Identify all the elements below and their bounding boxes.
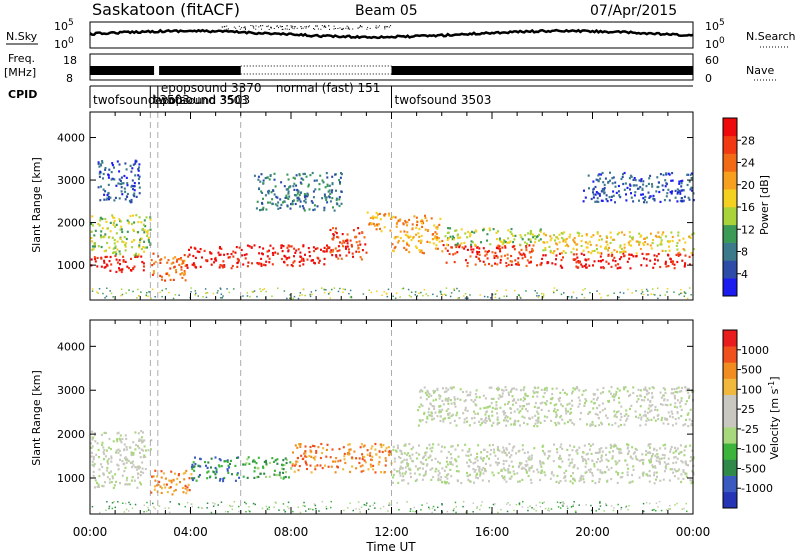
cpid-segment-0: twofsound 3503 — [93, 93, 190, 107]
colorbar-tick: 100 — [741, 383, 762, 396]
station-title: Saskatoon (fitACF) — [92, 0, 240, 19]
power-colorbar: 4 8 12 16 20 24 28 — [722, 117, 755, 297]
date-title: 07/Apr/2015 — [590, 3, 677, 19]
velocity-colorbar: 1000 500 100 25 -25 -100 -500 -1000 — [722, 329, 773, 509]
freq-trace — [90, 65, 693, 75]
cpid-label: CPID — [8, 88, 37, 101]
xtick-label: 04:00 — [173, 525, 208, 539]
power-echoes — [90, 159, 695, 300]
velocity-panel: 1000 2000 3000 4000 Slant Range [km] 1000 50… — [30, 319, 781, 515]
colorbar-tick: 12 — [741, 223, 755, 236]
freq-tick-top: 18 — [63, 54, 77, 67]
colorbar-tick: -25 — [741, 423, 759, 436]
ytick-label: 4000 — [57, 340, 85, 353]
velocity-ylabel: Slant Range [km] — [30, 370, 43, 466]
cpid-segment-3: normal (fast) 151 — [276, 81, 380, 95]
xtick-label: 08:00 — [274, 525, 309, 539]
colorbar-tick: 8 — [741, 246, 748, 259]
freq-label: Freq. — [8, 52, 35, 65]
ytick-label: 3000 — [57, 174, 85, 187]
colorbar-tick: -1000 — [741, 482, 773, 495]
nave-tick-top: 60 — [705, 54, 719, 67]
x-axis-label: Time UT — [365, 540, 416, 554]
colorbar-tick: 500 — [741, 364, 762, 377]
nsearch-tick-top: 105 — [705, 18, 725, 33]
xtick-label: 16:00 — [475, 525, 510, 539]
velocity-echoes — [90, 386, 695, 514]
colorbar-tick: -100 — [741, 443, 766, 456]
colorbar-tick: 25 — [741, 403, 755, 416]
xtick-label: 00:00 — [676, 525, 711, 539]
nsky-tick-bottom: 100 — [54, 36, 74, 51]
nsearch-tick-bottom: 100 — [705, 36, 725, 51]
beam-title: Beam 05 — [355, 3, 418, 19]
power-ylabel: Slant Range [km] — [30, 157, 43, 253]
xtick-label: 20:00 — [575, 525, 610, 539]
ytick-label: 3000 — [57, 384, 85, 397]
velocity-cbar-label: Velocity [m s-1] — [767, 376, 781, 459]
colorbar-tick: 4 — [741, 268, 748, 281]
ytick-label: 2000 — [57, 428, 85, 441]
power-axes: 1000 2000 3000 4000 — [57, 111, 694, 301]
ytick-label: 1000 — [57, 259, 85, 272]
xtick-label: 12:00 — [374, 525, 409, 539]
ytick-label: 1000 — [57, 472, 85, 485]
colorbar-tick: 16 — [741, 201, 755, 214]
cpid-segment-1: twofsound 3503 — [153, 93, 250, 107]
ytick-label: 2000 — [57, 217, 85, 230]
velocity-axes: 1000 2000 3000 4000 — [57, 319, 694, 515]
power-cbar-label: Power [dB] — [758, 175, 771, 235]
colorbar-tick: -500 — [741, 462, 766, 475]
nsky-label: N.Sky — [6, 30, 38, 43]
colorbar-tick: 24 — [741, 157, 755, 170]
colorbar-tick: 28 — [741, 134, 755, 147]
freq-unit: [MHz] — [4, 66, 36, 79]
colorbar-tick: 20 — [741, 179, 755, 192]
nsky-trace — [89, 25, 694, 40]
nave-tick-bottom: 0 — [705, 72, 712, 85]
freq-strip: Freq. [MHz] 18 8 60 0 Nave — [4, 52, 776, 85]
nave-label: Nave — [746, 64, 774, 77]
cpid-overlap-label: epopsound 3503 — [155, 94, 247, 107]
colorbar-tick: 1000 — [741, 344, 769, 357]
nsky-tick-top: 105 — [54, 18, 74, 33]
power-panel: 1000 2000 3000 4000 Slant Range [km] 4 8 12 16… — [30, 111, 771, 301]
cpid-segment-4: twofsound 3503 — [395, 93, 492, 107]
nsky-strip: N.Sky 105 100 105 100 N.Search — [6, 18, 796, 51]
ytick-label: 4000 — [57, 132, 85, 145]
freq-tick-bottom: 8 — [66, 72, 73, 85]
x-axis-ticks: 00:00 04:00 08:00 12:00 16:00 20:00 00:00 — [73, 525, 711, 539]
cpid-segment-2: epopsound 3370 — [161, 81, 262, 95]
nsearch-label: N.Search — [746, 30, 796, 43]
xtick-label: 00:00 — [73, 525, 108, 539]
